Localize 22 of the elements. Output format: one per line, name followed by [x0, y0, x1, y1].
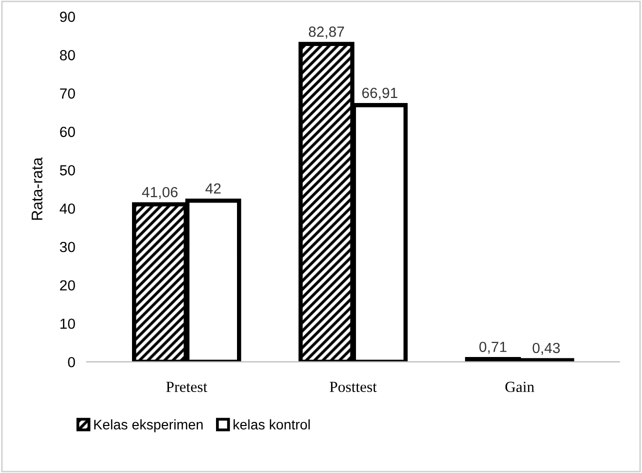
- data-label: 42: [205, 183, 221, 194]
- legend-label: kelas kontrol: [234, 419, 310, 430]
- y-tick-label: 90: [60, 12, 75, 22]
- x-tick-label: Gain: [505, 382, 534, 392]
- y-tick-label: 70: [60, 88, 75, 99]
- data-label: 41,06: [142, 186, 178, 199]
- y-tick-label: 20: [60, 280, 75, 291]
- y-tick-label: 0: [68, 356, 75, 368]
- data-label: 0,43: [532, 342, 560, 355]
- y-tick-label: 60: [60, 126, 75, 138]
- y-tick-label: 30: [60, 242, 75, 252]
- y-tick-label: 50: [60, 165, 75, 176]
- y-tick-label: 10: [60, 318, 75, 329]
- data-label: 66,91: [362, 88, 398, 100]
- y-axis-title: Rata-rata: [32, 157, 42, 220]
- x-tick-label: Pretest: [166, 382, 208, 392]
- data-label: 0,71: [479, 342, 506, 354]
- x-tick-label: Posttest: [330, 382, 377, 392]
- y-tick-label: 80: [60, 50, 75, 60]
- data-label: 82,87: [308, 26, 344, 39]
- legend-label: Kelas eksperimen: [94, 419, 203, 432]
- y-tick-label: 40: [60, 203, 75, 214]
